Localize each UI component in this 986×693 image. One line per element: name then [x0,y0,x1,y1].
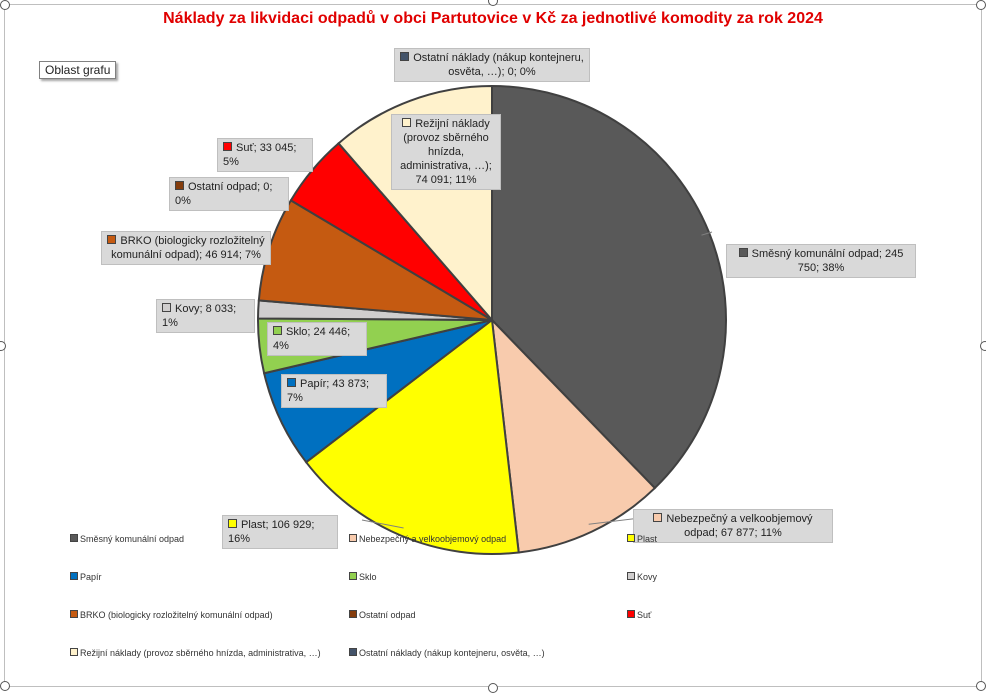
resize-handle-left[interactable] [0,341,6,351]
data-label-10: Ostatní náklady (nákup kontejneru, osvět… [394,48,590,82]
legend-item-5[interactable]: Kovy [627,572,657,582]
legend-label-4: Sklo [359,572,377,582]
pie-slice-2[interactable] [304,318,520,555]
data-label-0: Směsný komunální odpad; 245 750; 38% [726,244,916,278]
data-label-text-1: Nebezpečný a velkoobjemový odpad; 67 877… [666,513,813,539]
chart-title: Náklady za likvidaci odpadů v obci Partu… [163,10,823,27]
legend-item-0[interactable]: Směsný komunální odpad [70,534,184,544]
legend-key-9 [70,648,78,656]
data-label-key-7 [175,181,184,190]
data-label-text-0: Směsný komunální odpad; 245 750; 38% [751,248,904,274]
data-label-text-5: Kovy; 8 033; 1% [162,303,237,329]
pie-slice-1[interactable] [490,317,657,554]
data-label-key-2 [228,519,237,528]
legend-item-9[interactable]: Režijní náklady (provoz sběrného hnízda,… [70,648,321,658]
data-label-1: Nebezpečný a velkoobjemový odpad; 67 877… [633,509,833,543]
pie-slice-0[interactable] [491,84,727,490]
legend-label-7: Ostatní odpad [359,610,416,620]
legend-label-1: Nebezpečný a velkoobjemový odpad [359,534,507,544]
legend-item-1[interactable]: Nebezpečný a velkoobjemový odpad [349,534,506,544]
legend-item-2[interactable]: Plast [627,534,657,544]
legend-key-1 [349,534,357,542]
legend-item-3[interactable]: Papír [70,572,102,582]
leader-line-0 [701,231,713,236]
legend-key-7 [349,610,357,618]
data-label-6: BRKO (biologicky rozložitelný komunální … [101,231,271,265]
legend-item-10[interactable]: Ostatní náklady (nákup kontejneru, osvět… [349,648,545,658]
data-label-text-4: Sklo; 24 446; 4% [273,326,351,352]
legend-label-10: Ostatní náklady (nákup kontejneru, osvět… [359,648,545,658]
resize-handle-right[interactable] [980,341,986,351]
legend-key-4 [349,572,357,580]
data-label-7: Ostatní odpad; 0; 0% [169,177,289,211]
data-label-text-10: Ostatní náklady (nákup kontejneru, osvět… [413,52,584,78]
data-label-text-8: Suť; 33 045; 5% [223,142,297,168]
data-label-5: Kovy; 8 033; 1% [156,299,255,333]
data-label-text-6: BRKO (biologicky rozložitelný komunální … [111,235,265,261]
legend-label-5: Kovy [637,572,658,582]
data-label-8: Suť; 33 045; 5% [217,138,313,172]
data-label-key-1 [653,513,663,522]
legend-key-5 [627,572,635,580]
legend-label-6: BRKO (biologicky rozložitelný komunální … [80,610,273,620]
legend-label-8: Suť [637,610,652,620]
data-label-key-5 [162,303,171,312]
data-label-3: Papír; 43 873; 7% [281,374,387,408]
chart-area-tooltip: Oblast grafu [39,61,117,79]
data-label-key-3 [287,378,296,387]
data-label-9: Režijní náklady (provoz sběrného hnízda,… [391,114,501,190]
data-label-key-8 [223,142,232,151]
legend-item-6[interactable]: BRKO (biologicky rozložitelný komunální … [70,610,273,620]
data-label-key-4 [273,326,282,335]
legend-key-6 [70,610,78,618]
legend-item-8[interactable]: Suť [627,610,651,620]
legend-key-0 [70,534,78,542]
leader-line-2 [361,519,404,529]
resize-handle-top[interactable] [488,0,498,6]
resize-handle-top-left[interactable] [0,0,10,10]
data-label-text-9: Režijní náklady (provoz sběrného hnízda,… [400,118,492,186]
legend-label-3: Papír [80,572,102,582]
data-label-key-9 [402,118,412,127]
legend-key-2 [627,534,635,542]
data-label-text-3: Papír; 43 873; 7% [287,378,370,404]
legend-label-2: Plast [637,534,658,544]
legend-key-8 [627,610,635,618]
legend-label-9: Režijní náklady (provoz sběrného hnízda,… [80,648,321,658]
data-label-text-7: Ostatní odpad; 0; 0% [175,181,273,207]
data-label-key-10 [400,52,410,61]
data-label-2: Plast; 106 929; 16% [222,515,338,549]
legend-item-4[interactable]: Sklo [349,572,377,582]
legend-key-3 [70,572,78,580]
data-label-key-6 [107,235,117,244]
data-label-key-0 [738,248,748,257]
data-label-text-2: Plast; 106 929; 16% [228,519,315,545]
legend-label-0: Směsný komunální odpad [80,534,185,544]
data-label-4: Sklo; 24 446; 4% [267,322,367,356]
legend-key-10 [349,648,357,656]
legend-item-7[interactable]: Ostatní odpad [349,610,416,620]
